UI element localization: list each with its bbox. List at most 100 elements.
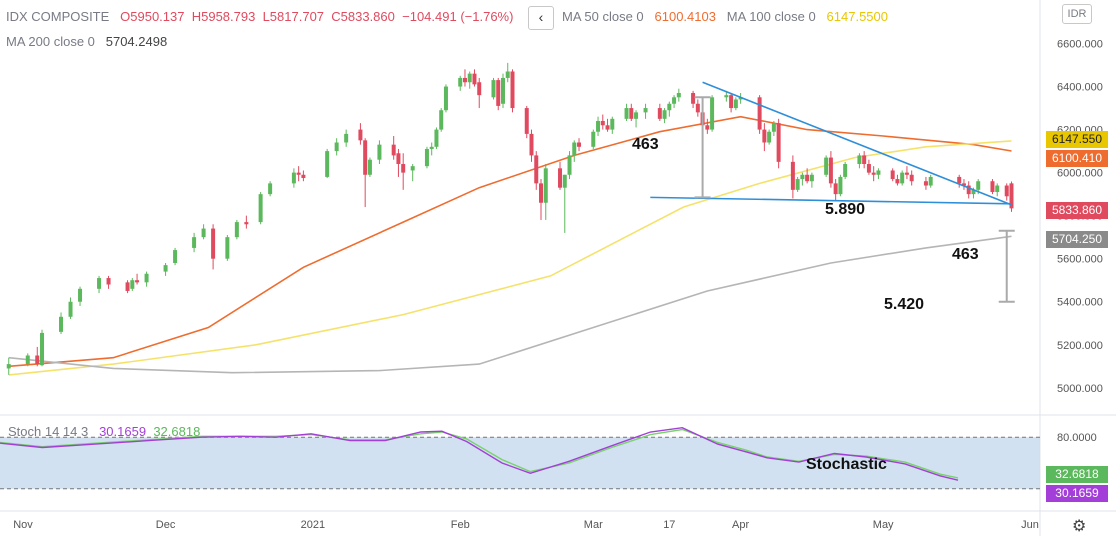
candle-body (344, 133, 349, 143)
candle-body (629, 108, 634, 119)
candle-body (705, 125, 710, 130)
candle-body (695, 103, 700, 113)
candle-body (971, 189, 976, 195)
candle-body (995, 185, 1000, 192)
candle-body (667, 103, 672, 111)
candle-body (762, 129, 767, 143)
candle-body (367, 159, 372, 175)
price-tick-label: 6600.000 (1057, 39, 1103, 51)
candle-body (558, 168, 563, 188)
back-button[interactable]: ‹ (528, 6, 554, 30)
candle-body (192, 237, 197, 248)
candle-body (838, 176, 843, 195)
candle-body (296, 172, 301, 175)
time-tick-label: 2021 (301, 519, 325, 531)
candle-body (866, 164, 871, 173)
candle-body (6, 364, 11, 369)
time-tick-label: Mar (584, 519, 603, 531)
candle-body (824, 157, 829, 175)
candle-body (662, 110, 667, 119)
candle-body (491, 80, 496, 98)
candle-body (25, 355, 30, 365)
candle-body (363, 140, 368, 175)
candle-body (130, 280, 135, 289)
candle-body (1009, 183, 1014, 209)
stoch-k-line (0, 426, 959, 481)
ma50-value: 6100.4103 (654, 9, 716, 24)
candle-body (391, 144, 396, 156)
ma-line-ma200 (8, 235, 1012, 374)
candle-body (443, 86, 448, 111)
candle-body (610, 118, 615, 130)
candle-body (173, 250, 178, 263)
candle-body (643, 108, 648, 113)
candle-body (472, 73, 477, 85)
candle-body (591, 131, 596, 147)
candle-body (106, 278, 111, 285)
candle-body (800, 174, 805, 180)
currency-button[interactable]: IDR (1062, 4, 1092, 24)
candle-body (477, 82, 482, 96)
candle-body (68, 301, 73, 317)
stoch-legend: Stoch 14 14 3 30.1659 32.6818 (8, 424, 200, 439)
candle-body (562, 174, 567, 188)
candle-body (767, 131, 772, 143)
candle-body (97, 278, 102, 289)
candle-body (40, 332, 45, 366)
candle-body (676, 93, 681, 98)
candle-body (862, 155, 867, 165)
candle-body (577, 142, 582, 147)
candle-body (876, 170, 881, 175)
candle-body (434, 129, 439, 147)
candle-body (334, 142, 339, 152)
candle-body (904, 172, 909, 175)
gear-icon[interactable]: ⚙ (1072, 518, 1087, 535)
candle-body (857, 155, 862, 165)
target-price-label: 5.420 (884, 296, 925, 313)
support-line (650, 196, 1012, 205)
candle-body (957, 176, 962, 184)
stoch-k-value: 30.1659 (99, 424, 147, 439)
ma-legend: MA 50 close 0 6100.4103 MA 100 close 0 6… (562, 9, 888, 24)
candle-body (358, 129, 363, 141)
candle-body (225, 237, 230, 259)
stoch-label: Stoch 14 14 3 (8, 424, 89, 439)
candle-body (738, 97, 743, 100)
ma200-value: 5704.2498 (105, 34, 168, 49)
candle-body (710, 97, 715, 130)
close-value: C5833.860 (331, 9, 395, 24)
symbol-legend: IDX COMPOSITE O5950.137 H5958.793 L5817.… (6, 9, 513, 24)
candle-body (776, 123, 781, 162)
candle-body (805, 174, 810, 182)
candle-body (624, 108, 629, 119)
candle-body (567, 155, 572, 175)
ma200-legend: MA 200 close 0 5704.2498 (6, 34, 167, 49)
badge-stoch-d: 32.6818 (1046, 466, 1108, 483)
candle-body (396, 153, 401, 165)
time-tick-label: Nov (13, 519, 33, 531)
ma50-label: MA 50 close 0 (562, 9, 644, 24)
candle-body (657, 108, 662, 119)
candle-body (795, 179, 800, 190)
stoch-tick-label: 80.0000 (1057, 432, 1097, 444)
support-level-label: 5.890 (825, 201, 866, 218)
candle-body (672, 97, 677, 104)
candle-body (244, 222, 249, 225)
stoch-d-value: 32.6818 (153, 424, 201, 439)
symbol-name: IDX COMPOSITE (6, 9, 110, 24)
time-tick-label: Apr (732, 519, 749, 531)
candle-body (467, 73, 472, 83)
candle-body (691, 93, 696, 104)
candle-body (828, 157, 833, 184)
candle-body (401, 164, 406, 173)
ma-line-ma50 (8, 115, 1012, 368)
price-tick-label: 6000.000 (1057, 168, 1103, 180)
candle-body (201, 228, 206, 238)
candle-body (634, 112, 639, 119)
stochastic-band (0, 437, 1040, 489)
candle-body (809, 174, 814, 182)
open-value: O5950.137 (120, 9, 185, 24)
chevron-left-icon: ‹ (538, 9, 544, 25)
candle-body (258, 194, 263, 223)
